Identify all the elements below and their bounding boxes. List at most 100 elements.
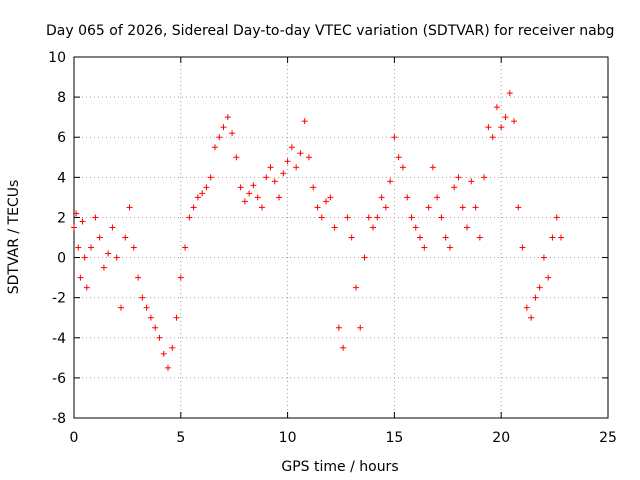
data-point <box>434 194 441 201</box>
data-point <box>203 184 210 191</box>
data-point <box>105 250 112 257</box>
data-point <box>404 194 411 201</box>
data-point <box>323 198 330 205</box>
y-tick-label: -8 <box>52 411 66 427</box>
data-point <box>344 214 351 221</box>
data-point <box>229 130 236 137</box>
data-point <box>540 254 547 261</box>
y-tick-label: 10 <box>48 50 66 66</box>
y-tick-label: 8 <box>57 90 66 106</box>
data-point <box>241 198 248 205</box>
x-axis-label: GPS time / hours <box>281 459 398 475</box>
data-point <box>442 234 449 241</box>
data-point <box>224 114 231 121</box>
data-point <box>352 284 359 291</box>
data-point <box>515 204 522 211</box>
data-point <box>310 184 317 191</box>
data-point <box>250 182 257 189</box>
data-point <box>532 294 539 301</box>
data-point <box>126 204 133 211</box>
chart-title: Day 065 of 2026, Sidereal Day-to-day VTE… <box>46 23 614 39</box>
data-point <box>96 234 103 241</box>
data-point <box>267 164 274 171</box>
data-point <box>77 274 84 281</box>
data-point <box>378 194 385 201</box>
data-point <box>549 234 556 241</box>
data-point <box>143 304 150 311</box>
data-point <box>164 364 171 371</box>
data-point <box>100 264 107 271</box>
data-point <box>211 144 218 151</box>
y-tick-label: -2 <box>52 291 66 307</box>
x-tick-label: 5 <box>176 430 185 446</box>
data-point <box>130 244 137 251</box>
data-point <box>489 134 496 141</box>
data-point <box>92 214 99 221</box>
data-point <box>160 350 167 357</box>
data-point <box>284 158 291 165</box>
y-tick-label: -4 <box>52 331 66 347</box>
data-point <box>438 214 445 221</box>
data-point <box>271 178 278 185</box>
data-point <box>147 314 154 321</box>
x-tick-label: 0 <box>70 430 79 446</box>
data-point <box>502 114 509 121</box>
data-point <box>276 194 283 201</box>
data-point <box>523 304 530 311</box>
data-point <box>263 174 270 181</box>
data-point <box>216 134 223 141</box>
data-point <box>327 194 334 201</box>
y-axis-label: SDTVAR / TECUs <box>6 180 22 295</box>
data-point <box>194 194 201 201</box>
x-tick-label: 15 <box>385 430 403 446</box>
y-tick-label: 0 <box>57 251 66 267</box>
data-point <box>88 244 95 251</box>
data-point <box>485 124 492 131</box>
data-point <box>117 304 124 311</box>
data-point <box>472 204 479 211</box>
data-point <box>451 184 458 191</box>
data-point <box>357 324 364 331</box>
data-point <box>335 324 342 331</box>
data-point <box>468 178 475 185</box>
data-point <box>109 224 116 231</box>
data-point <box>246 190 253 197</box>
data-point <box>421 244 428 251</box>
data-point <box>382 204 389 211</box>
data-point <box>370 224 377 231</box>
data-point <box>288 144 295 151</box>
data-point <box>73 210 80 217</box>
data-point <box>412 224 419 231</box>
data-point <box>417 234 424 241</box>
data-point <box>177 274 184 281</box>
data-point <box>340 344 347 351</box>
data-point <box>429 164 436 171</box>
data-point <box>391 134 398 141</box>
data-point <box>558 234 565 241</box>
data-point <box>476 234 483 241</box>
data-point <box>182 244 189 251</box>
data-point <box>254 194 261 201</box>
data-point <box>280 170 287 177</box>
data-point <box>425 204 432 211</box>
data-point <box>79 218 86 225</box>
x-tick-label: 20 <box>492 430 510 446</box>
data-point <box>553 214 560 221</box>
data-point <box>498 124 505 131</box>
data-point <box>361 254 368 261</box>
data-point <box>75 244 82 251</box>
data-point <box>399 164 406 171</box>
plot-frame <box>73 56 609 419</box>
data-point <box>314 204 321 211</box>
x-tick-label: 10 <box>279 430 297 446</box>
data-point <box>173 314 180 321</box>
data-point <box>331 224 338 231</box>
data-point <box>152 324 159 331</box>
data-point <box>81 254 88 261</box>
data-point <box>459 204 466 211</box>
data-point <box>374 214 381 221</box>
data-point <box>464 224 471 231</box>
data-point <box>186 214 193 221</box>
data-point <box>455 174 462 181</box>
axis-ticks: 0 5 10 15 20 25 -8 -6 -4 -2 0 2 4 6 8 10 <box>48 50 617 446</box>
